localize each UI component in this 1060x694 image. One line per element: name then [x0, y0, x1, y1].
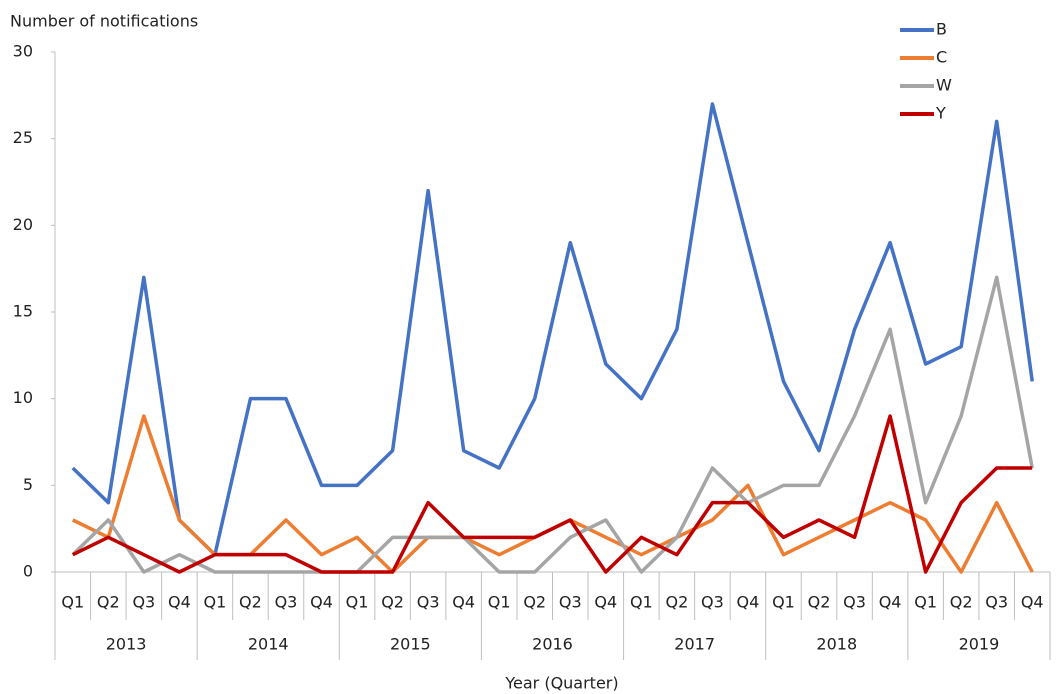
x-axis-label: Year (Quarter) — [504, 674, 618, 693]
x-group-label: 2018 — [816, 635, 857, 654]
x-tick-label: Q3 — [275, 593, 298, 612]
x-group-label: 2017 — [674, 635, 715, 654]
series-line — [71, 275, 1034, 574]
y-tick-label: 25 — [13, 128, 33, 147]
x-tick-label: Q3 — [417, 593, 440, 612]
legend-label: B — [936, 20, 947, 39]
y-axis-label: Number of notifications — [10, 12, 198, 31]
x-tick-label: Q1 — [346, 593, 369, 612]
x-tick-label: Q3 — [132, 593, 155, 612]
x-tick-label: Q1 — [914, 593, 937, 612]
x-tick-label: Q2 — [950, 593, 973, 612]
x-tick-label: Q1 — [488, 593, 511, 612]
x-group-label: 2015 — [390, 635, 431, 654]
x-tick-label: Q3 — [985, 593, 1008, 612]
legend-label: W — [936, 76, 952, 95]
x-tick-label: Q4 — [594, 593, 617, 612]
x-group-label: 2016 — [532, 635, 573, 654]
y-tick-label: 5 — [23, 475, 33, 494]
y-tick-label: 0 — [23, 562, 33, 581]
x-tick-label: Q1 — [630, 593, 653, 612]
x-group-label: 2014 — [248, 635, 289, 654]
x-group-label: 2019 — [959, 635, 1000, 654]
x-tick-label: Q2 — [239, 593, 262, 612]
x-tick-label: Q3 — [559, 593, 582, 612]
x-tick-label: Q4 — [737, 593, 760, 612]
x-tick-label: Q1 — [204, 593, 227, 612]
series-line — [72, 414, 1033, 574]
x-tick-label: Q2 — [97, 593, 120, 612]
x-tick-label: Q2 — [665, 593, 688, 612]
y-tick-label: 10 — [13, 388, 33, 407]
series-line — [71, 102, 1034, 557]
x-tick-label: Q4 — [310, 593, 333, 612]
x-tick-label: Q3 — [843, 593, 866, 612]
x-tick-label: Q4 — [879, 593, 902, 612]
x-tick-label: Q4 — [1021, 593, 1044, 612]
x-tick-label: Q4 — [168, 593, 191, 612]
x-tick-label: Q2 — [381, 593, 404, 612]
x-group-label: 2013 — [106, 635, 147, 654]
y-tick-label: 30 — [13, 42, 33, 61]
legend-label: Y — [935, 104, 946, 123]
x-tick-label: Q2 — [808, 593, 831, 612]
x-tick-label: Q1 — [61, 593, 84, 612]
x-tick-label: Q4 — [452, 593, 475, 612]
x-tick-label: Q3 — [701, 593, 724, 612]
legend-label: C — [936, 48, 947, 67]
x-tick-label: Q1 — [772, 593, 795, 612]
y-tick-label: 20 — [13, 215, 33, 234]
y-tick-label: 15 — [13, 302, 33, 321]
x-tick-label: Q2 — [523, 593, 546, 612]
